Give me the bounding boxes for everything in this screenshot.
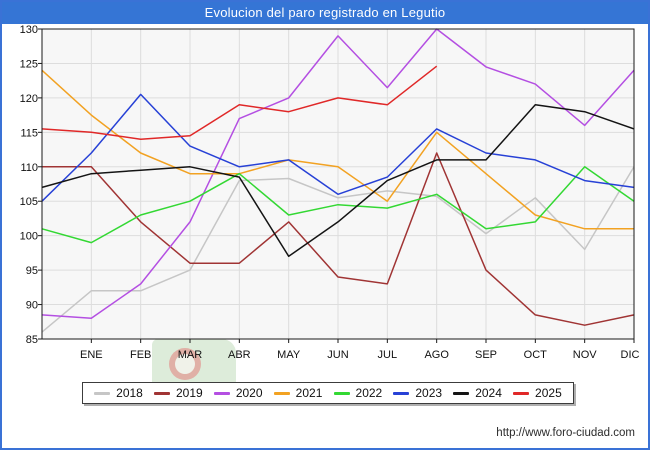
legend-label: 2021: [295, 386, 323, 400]
legend-swatch-icon: [94, 391, 111, 395]
legend-swatch-icon: [273, 391, 290, 395]
legend-item-2024: 2024: [453, 386, 502, 400]
legend-swatch-icon: [213, 391, 230, 395]
legend-label: 2024: [475, 386, 502, 400]
footer-url-link[interactable]: http://www.foro-ciudad.com: [496, 427, 635, 439]
series-line-2018: [41, 166, 635, 333]
legend-item-2021: 2021: [273, 386, 323, 400]
series-lines: [41, 28, 635, 333]
axis-ticks: [38, 28, 635, 343]
series-line-2023: [41, 93, 635, 202]
series-line-2022: [41, 166, 635, 244]
y-tick-label: 100: [20, 231, 38, 243]
legend-label: 2019: [175, 386, 203, 400]
legend-label: 2020: [235, 386, 263, 400]
legend-swatch-icon: [153, 391, 170, 395]
legend-label: 2025: [535, 386, 562, 400]
legend-swatch-icon: [453, 391, 470, 395]
legend-label: 2022: [355, 386, 383, 400]
x-tick-label: NOV: [573, 349, 598, 361]
y-tick-label: 105: [20, 196, 38, 208]
y-tick-label: 85: [26, 334, 38, 346]
y-tick-label: 90: [26, 300, 38, 312]
series-line-2021: [41, 69, 634, 230]
legend-label: 2018: [116, 386, 143, 400]
x-tick-label: ENE: [80, 349, 103, 361]
legend-swatch-icon: [513, 391, 530, 395]
series-line-2019: [42, 152, 635, 326]
y-tick-label: 130: [20, 24, 38, 36]
legend-item-2023: 2023: [393, 386, 442, 400]
x-tick-label: SEP: [475, 349, 497, 361]
x-tick-label: MAR: [178, 349, 203, 361]
series-line-2025: [41, 65, 438, 140]
legend-item-2025: 2025: [513, 386, 562, 400]
y-axis-labels: 130 125 120 115 110 105 100 95 90 85: [20, 24, 38, 346]
y-tick-label: 125: [20, 58, 38, 70]
series-line-2024: [41, 104, 635, 258]
x-tick-label: ABR: [228, 349, 251, 361]
chart-title: Evolucion del paro registrado en Legutio: [2, 2, 648, 24]
legend-swatch-icon: [393, 391, 410, 395]
y-tick-label: 110: [20, 162, 38, 174]
x-tick-label: AGO: [424, 349, 449, 361]
x-tick-label: MAY: [277, 349, 301, 361]
legend-item-2022: 2022: [333, 386, 383, 400]
legend-label: 2023: [415, 386, 443, 400]
series-line-2020: [41, 28, 635, 320]
gridlines: [42, 29, 634, 339]
legend-item-2020: 2020: [213, 386, 263, 400]
legend-item-2019: 2019: [153, 386, 203, 400]
y-tick-label: 120: [20, 93, 38, 105]
x-tick-label: JUL: [378, 349, 398, 361]
legend: 2018 2019 2020 2021 2022 2023 2024 2025: [82, 382, 574, 404]
x-tick-label: OCT: [524, 349, 548, 361]
x-tick-label: DIC: [621, 349, 640, 361]
x-tick-label: FEB: [130, 349, 151, 361]
x-axis-labels: ENE FEB MAR ABR MAY JUN JUL AGO SEP OCT …: [80, 349, 640, 361]
legend-item-2018: 2018: [94, 386, 143, 400]
legend-swatch-icon: [333, 391, 350, 395]
watermark-emblem-icon: [169, 348, 201, 380]
y-tick-label: 115: [20, 127, 38, 139]
x-tick-label: JUN: [327, 349, 348, 361]
y-tick-label: 95: [26, 265, 38, 277]
